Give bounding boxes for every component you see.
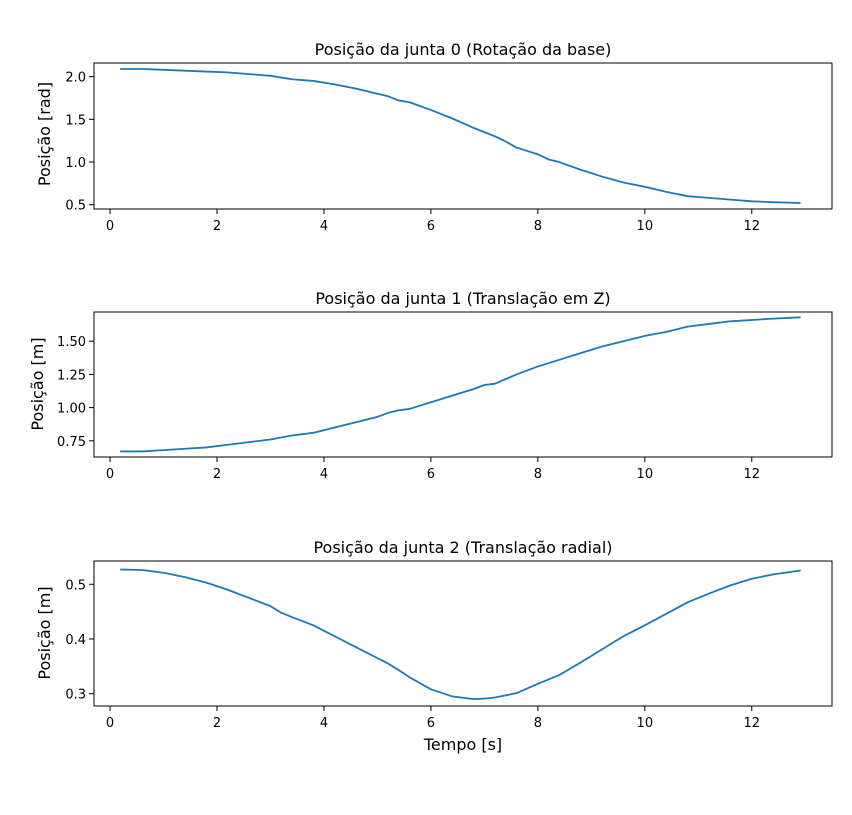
subplot-0-xtick-label: 10 [637, 219, 654, 234]
subplot-1-ytick-label: 1.50 [57, 335, 86, 350]
subplot-2-xtick-label: 0 [106, 716, 114, 731]
subplot-1-xtick-label: 10 [637, 467, 654, 482]
subplot-2-ytick-label: 0.5 [65, 578, 86, 593]
subplot-2-xtick-label: 8 [534, 716, 542, 731]
subplot-0-xtick-label: 6 [427, 219, 435, 234]
subplot-2-title: Posição da junta 2 (Translação radial) [313, 538, 612, 557]
subplot-2: Posição da junta 2 (Translação radial) P… [35, 538, 833, 754]
subplot-1-series-0-line [119, 316, 801, 453]
subplot-0-title: Posição da junta 0 (Rotação da base) [315, 40, 612, 59]
subplot-1-ytick-label: 1.00 [57, 402, 86, 417]
subplot-0-xtick-label: 4 [320, 219, 328, 234]
subplot-1-xtick-label: 0 [106, 467, 114, 482]
subplot-2-series-0-line [119, 568, 801, 701]
subplot-0-xtick-label: 0 [106, 219, 114, 234]
subplot-0-xtick-label: 12 [744, 219, 761, 234]
subplot-0-ytick-label: 1.0 [65, 156, 86, 171]
subplot-0-ytick-label: 2.0 [65, 71, 86, 86]
subplot-1-xtick-label: 12 [744, 467, 761, 482]
subplot-2-ytick-label: 0.4 [65, 633, 86, 648]
subplot-2-xtick-label: 10 [637, 716, 654, 731]
subplot-0-ylabel: Posição [rad] [35, 82, 54, 186]
subplot-1-ytick-label: 0.75 [57, 435, 86, 450]
subplot-2-xtick-label: 12 [744, 716, 761, 731]
subplot-1-xtick-label: 2 [213, 467, 221, 482]
subplot-2-xtick-label: 6 [427, 716, 435, 731]
subplot-2-axes-frame [93, 560, 833, 707]
subplot-0-ytick-label: 1.5 [65, 113, 86, 128]
subplot-1: Posição da junta 1 (Translação em Z) Pos… [28, 289, 833, 482]
subplot-1-xtick-label: 4 [320, 467, 328, 482]
subplot-2-xtick-label: 2 [213, 716, 221, 731]
subplot-0: Posição da junta 0 (Rotação da base) Pos… [35, 40, 833, 234]
subplot-1-axes-frame [93, 311, 833, 458]
subplot-1-title: Posição da junta 1 (Translação em Z) [315, 289, 610, 308]
subplot-1-ytick-label: 1.25 [57, 368, 86, 383]
subplot-0-axes-frame [93, 62, 833, 210]
subplot-2-xlabel: Tempo [s] [423, 735, 502, 754]
subplot-2-ylabel: Posição [m] [35, 586, 54, 679]
subplot-1-xtick-label: 6 [427, 467, 435, 482]
subplot-0-series-0-line [119, 68, 801, 204]
subplot-1-ylabel: Posição [m] [28, 337, 47, 430]
subplot-0-ytick-label: 0.5 [65, 199, 86, 214]
subplot-0-xtick-label: 8 [534, 219, 542, 234]
subplot-2-xtick-label: 4 [320, 716, 328, 731]
subplot-0-xtick-label: 2 [213, 219, 221, 234]
subplot-2-ytick-label: 0.3 [65, 688, 86, 703]
subplot-1-xtick-label: 8 [534, 467, 542, 482]
